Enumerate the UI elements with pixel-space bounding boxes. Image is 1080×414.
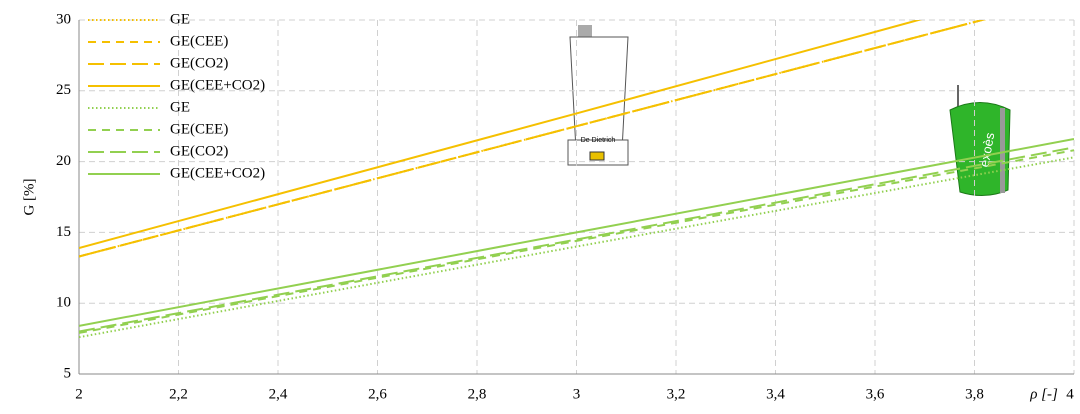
svg-text:De Dietrich: De Dietrich [581,137,616,144]
y-tick-label: 25 [56,82,71,98]
x-tick-label: 3,6 [866,386,885,402]
line [79,137,1074,327]
x-tick-label: 2,6 [368,386,387,402]
legend-label: GE(CEE+CO2) [170,165,265,181]
boiler-picture: De Dietrich [567,25,629,166]
legend-label: GE(CEE+CO2) [170,77,265,93]
x-tick-label: 2,4 [269,386,288,402]
grid [78,19,1075,375]
x-tick-label: 3,8 [965,386,984,402]
x-tick-label: 2 [75,386,83,402]
legend-label: GE(CO2) [170,143,228,159]
y-tick-label: 20 [56,153,71,169]
svg-text:exoès: exoès [977,131,998,168]
x-tick-label: 2,8 [468,386,487,402]
line [79,20,987,258]
legend-label: GE(CEE) [170,33,228,49]
x-tick-label: 2,2 [169,386,188,402]
legend-label: GE [170,99,190,115]
x-tick-label: 4 [1066,386,1074,402]
legend-label: GE(CEE) [170,121,228,137]
legend-label: GE [170,11,190,27]
x-tick-label: 3 [573,386,581,402]
line [79,20,987,258]
line [79,149,1074,334]
y-tick-label: 15 [56,224,71,240]
legend-label: GE(CO2) [170,55,228,71]
heat-pump-picture: exoès [949,85,1011,196]
line [79,156,1074,339]
y-tick-label: 10 [56,295,71,311]
y-tick-label: 30 [56,11,71,27]
x-tick-label: 3,4 [766,386,785,402]
x-tick-label: 3,2 [667,386,686,402]
lines [79,20,1074,339]
x-axis-label: ρ [-] [1029,386,1058,402]
line [79,146,1074,333]
y-axis-label: G [%] [21,178,37,215]
line [79,20,923,249]
y-tick-label: 5 [64,365,72,381]
